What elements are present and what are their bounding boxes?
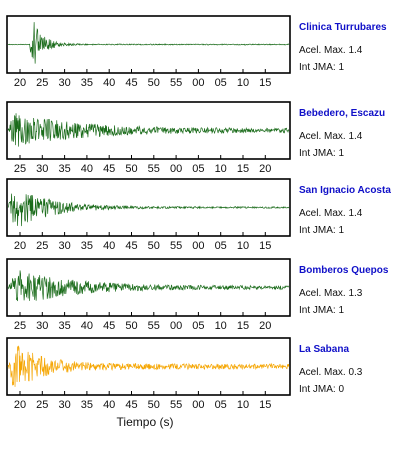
- acel-max-label: Acel. Max. 1.4: [299, 131, 363, 142]
- int-jma-label: Int JMA: 1: [299, 62, 345, 73]
- x-tick-label: 10: [215, 163, 227, 175]
- x-tick-label: 20: [14, 77, 26, 89]
- x-tick-label: 20: [14, 240, 26, 252]
- x-tick-label: 20: [14, 399, 26, 411]
- x-tick-label: 55: [148, 163, 160, 175]
- int-jma-label: Int JMA: 1: [299, 148, 345, 159]
- x-tick-label: 45: [125, 399, 137, 411]
- x-tick-label: 55: [148, 320, 160, 332]
- station-name: La Sabana: [299, 344, 350, 355]
- x-tick-label: 10: [237, 77, 249, 89]
- x-tick-label: 30: [58, 240, 70, 252]
- x-tick-label: 45: [103, 320, 115, 332]
- x-tick-label: 40: [81, 320, 93, 332]
- x-tick-label: 05: [215, 240, 227, 252]
- x-tick-label: 45: [125, 240, 137, 252]
- x-tick-label: 55: [170, 77, 182, 89]
- x-tick-label: 30: [36, 320, 48, 332]
- x-tick-label: 30: [36, 163, 48, 175]
- int-jma-label: Int JMA: 1: [299, 305, 345, 316]
- int-jma-label: Int JMA: 0: [299, 384, 345, 395]
- x-tick-label: 15: [259, 240, 271, 252]
- x-tick-label: 30: [58, 399, 70, 411]
- waveform-line: [7, 113, 290, 147]
- seismogram-panel-2: 20 25 30 35 40 45 50 55 00 05 10 15: [6, 178, 291, 252]
- x-tick-label: 05: [192, 163, 204, 175]
- x-tick-label: 10: [215, 320, 227, 332]
- x-tick-label: 35: [58, 163, 70, 175]
- x-tick-label: 15: [259, 399, 271, 411]
- station-name: Bebedero, Escazu: [299, 108, 386, 119]
- x-tick-label: 00: [192, 240, 204, 252]
- x-tick-label: 00: [170, 320, 182, 332]
- x-tick-label: 20: [259, 163, 271, 175]
- x-tick-label: 55: [170, 240, 182, 252]
- seismogram-panel-0: 20 25 30 35 40 45 50 55 00 05 10 15: [6, 15, 291, 89]
- x-tick-label: 35: [58, 320, 70, 332]
- x-tick-label: 05: [192, 320, 204, 332]
- x-tick-label: 40: [103, 240, 115, 252]
- x-tick-label: 15: [237, 163, 249, 175]
- x-tick-label: 45: [103, 163, 115, 175]
- acel-max-label: Acel. Max. 0.3: [299, 367, 363, 378]
- x-tick-label: 15: [237, 320, 249, 332]
- x-tick-label: 30: [58, 77, 70, 89]
- x-tick-label: 50: [148, 240, 160, 252]
- x-tick-label: 20: [259, 320, 271, 332]
- seismogram-panel-4: 20 25 30 35 40 45 50 55 00 05 10 15: [6, 337, 291, 411]
- x-tick-label: 45: [125, 77, 137, 89]
- seismogram-panel-1: 25 30 35 40 45 50 55 00 05 10 15 20: [6, 101, 291, 175]
- waveform-line: [7, 193, 290, 227]
- x-tick-label: 25: [14, 320, 26, 332]
- x-tick-label: 35: [81, 77, 93, 89]
- x-tick-label: 15: [259, 77, 271, 89]
- x-tick-label: 00: [192, 77, 204, 89]
- x-tick-label: 50: [125, 163, 137, 175]
- x-tick-label: 40: [81, 163, 93, 175]
- x-tick-label: 35: [81, 399, 93, 411]
- waveform-line: [7, 22, 290, 64]
- x-tick-label: 25: [36, 240, 48, 252]
- x-tick-label: 10: [237, 240, 249, 252]
- station-name: Clinica Turrubares: [299, 22, 387, 33]
- x-tick-label: 55: [170, 399, 182, 411]
- x-tick-label: 25: [36, 399, 48, 411]
- waveform-line: [7, 345, 290, 387]
- x-tick-label: 00: [192, 399, 204, 411]
- x-tick-label: 50: [148, 399, 160, 411]
- x-tick-label: 25: [36, 77, 48, 89]
- waveform-line: [7, 270, 290, 302]
- x-tick-label: 25: [14, 163, 26, 175]
- x-tick-label: 10: [237, 399, 249, 411]
- x-tick-label: 05: [215, 77, 227, 89]
- int-jma-label: Int JMA: 1: [299, 225, 345, 236]
- x-tick-label: 50: [148, 77, 160, 89]
- x-tick-label: 35: [81, 240, 93, 252]
- x-tick-label: 50: [125, 320, 137, 332]
- station-name: San Ignacio Acosta: [299, 185, 391, 196]
- acel-max-label: Acel. Max. 1.4: [299, 208, 363, 219]
- x-axis-label: Tiempo (s): [116, 415, 174, 429]
- seismogram-panel-3: 25 30 35 40 45 50 55 00 05 10 15 20: [6, 258, 291, 332]
- acel-max-label: Acel. Max. 1.3: [299, 288, 363, 299]
- acel-max-label: Acel. Max. 1.4: [299, 45, 363, 56]
- station-name: Bomberos Quepos: [299, 265, 389, 276]
- x-tick-label: 00: [170, 163, 182, 175]
- x-tick-label: 40: [103, 399, 115, 411]
- x-tick-label: 05: [215, 399, 227, 411]
- panel-frame: [6, 178, 291, 237]
- x-tick-label: 40: [103, 77, 115, 89]
